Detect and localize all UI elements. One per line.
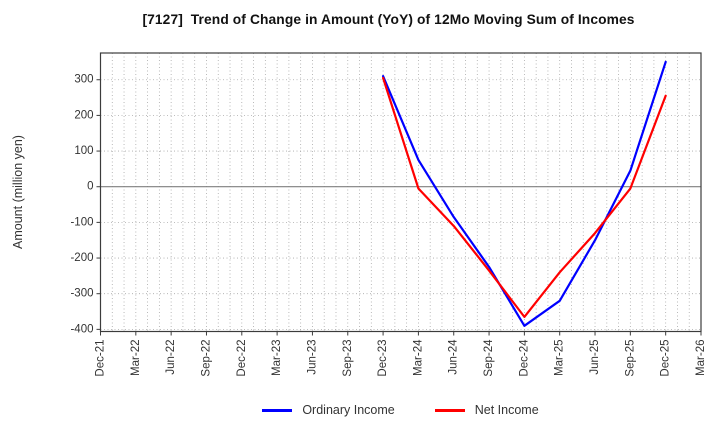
- y-tick-label: 200: [74, 109, 93, 121]
- x-tick-label: Sep-23: [342, 340, 354, 377]
- y-tick-label: -300: [70, 288, 93, 300]
- legend: Ordinary Income Net Income: [100, 403, 701, 417]
- x-tick-label: Dec-21: [95, 340, 107, 377]
- y-tick-label: 0: [87, 181, 93, 193]
- x-tick-label: Dec-22: [236, 340, 248, 377]
- x-tick-label: Jun-25: [589, 340, 601, 375]
- plot-frame: [99, 52, 702, 333]
- x-tick-label: Jun-23: [306, 340, 318, 375]
- x-tick-label: Jun-24: [448, 339, 460, 375]
- y-axis-label: Amount (million yen): [11, 135, 25, 249]
- legend-item-net-income: Net Income: [434, 403, 539, 417]
- legend-label-ordinary-income: Ordinary Income: [302, 403, 395, 417]
- x-tick-label: Dec-25: [660, 340, 672, 377]
- series-line-ordinary-income: [381, 60, 667, 327]
- legend-label-net-income: Net Income: [474, 403, 539, 417]
- x-tick-label: Mar-24: [412, 339, 424, 376]
- x-tick-label: Sep-22: [200, 340, 212, 377]
- series-line-net-income: [381, 76, 667, 318]
- legend-line-swatch-net-income: [434, 408, 465, 412]
- x-tick-label: Mar-25: [554, 340, 566, 376]
- x-tick-label: Jun-22: [165, 340, 177, 375]
- y-tick-label: 300: [74, 74, 93, 86]
- x-tick-label: Dec-24: [518, 339, 530, 377]
- y-tick-label: -200: [70, 252, 93, 264]
- y-tick-label: 100: [74, 145, 93, 157]
- legend-line-swatch-ordinary-income: [262, 408, 293, 412]
- x-tick-label: Mar-26: [695, 340, 707, 376]
- x-tick-label: Dec-23: [377, 340, 389, 377]
- chart-title: [7127] Trend of Change in Amount (YoY) o…: [142, 12, 635, 27]
- x-tick-label: Sep-25: [624, 340, 636, 377]
- y-tick-label: -100: [70, 216, 93, 228]
- y-tick-label: -400: [70, 323, 93, 335]
- x-tick-label: Sep-24: [483, 339, 495, 377]
- legend-item-ordinary-income: Ordinary Income: [262, 403, 395, 417]
- x-tick-label: Mar-23: [271, 340, 283, 376]
- x-tick-label: Mar-22: [130, 340, 142, 376]
